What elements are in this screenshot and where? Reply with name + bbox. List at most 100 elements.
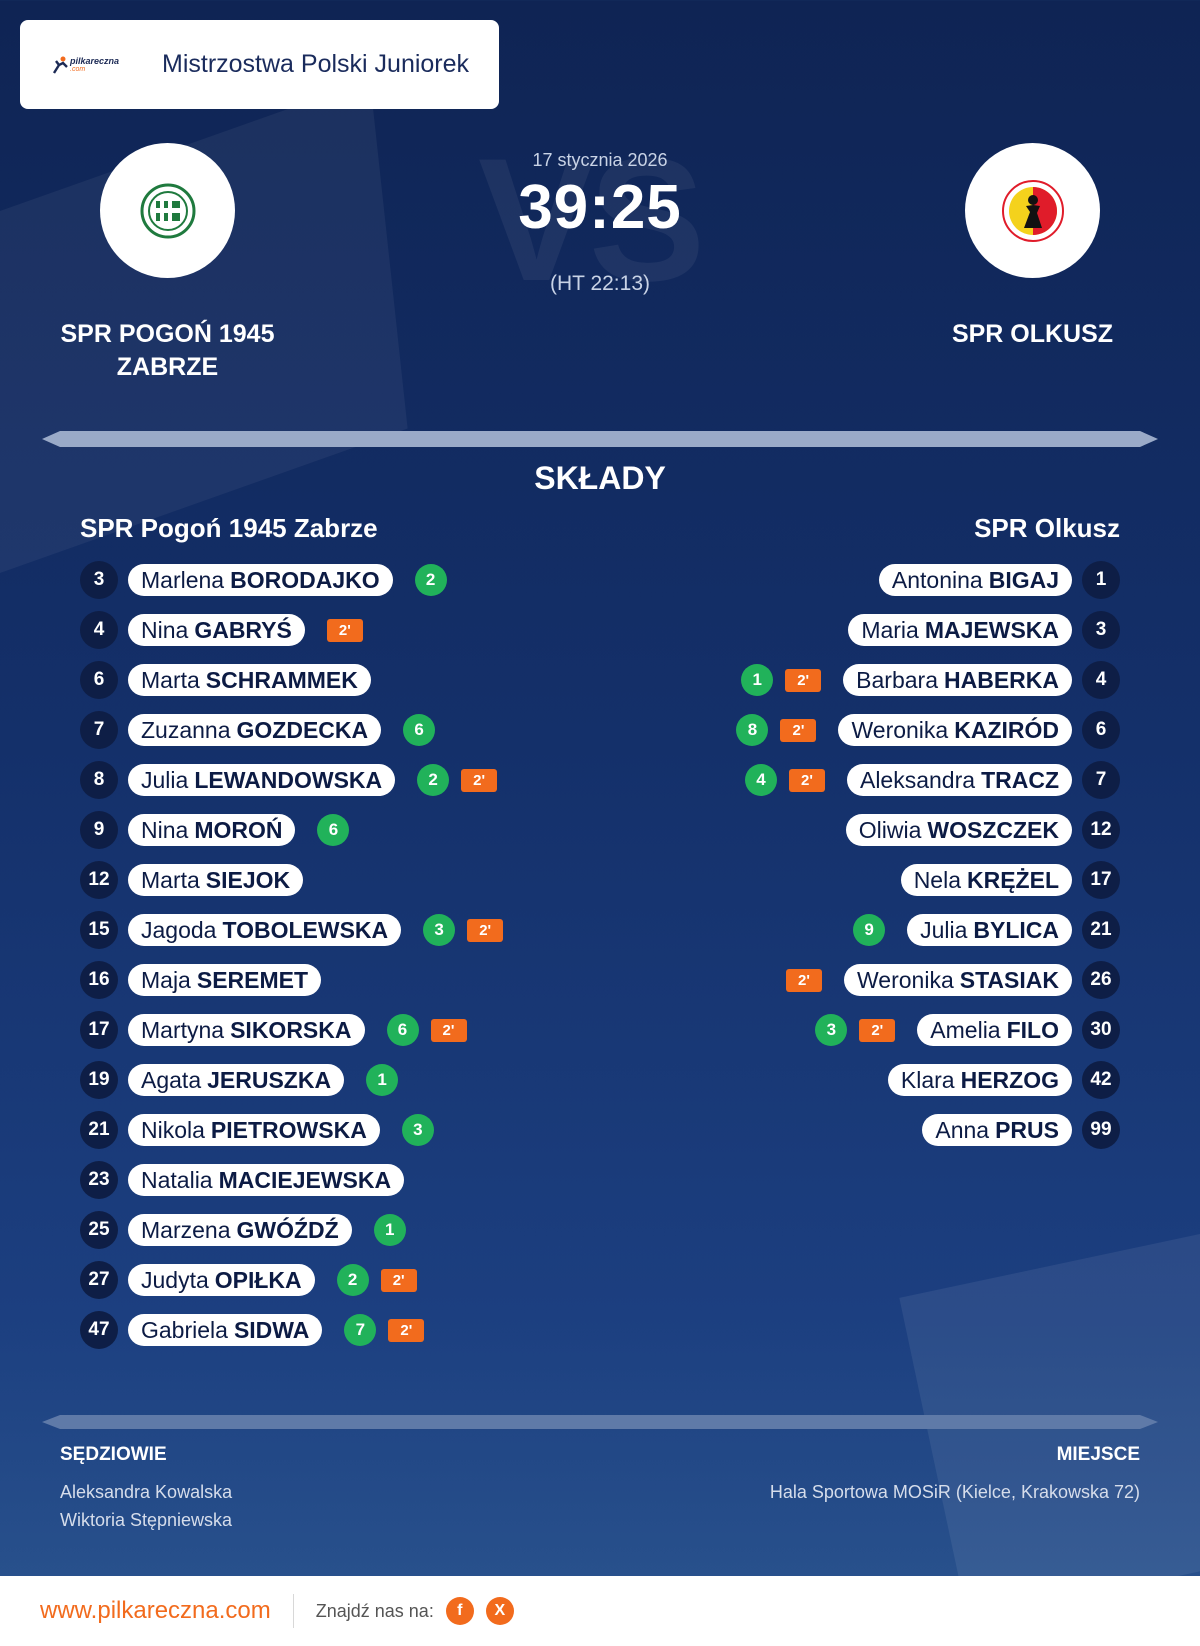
away-team-name: SPR OLKUSZ	[951, 320, 1114, 348]
player-name: Nina GABRYŚ	[128, 614, 305, 646]
suspension-badge: 2'	[785, 668, 822, 692]
competition-title: Mistrzostwa Polski Juniorek	[162, 50, 470, 78]
player-number: 8	[80, 761, 118, 799]
player-last-name: JERUSZKA	[207, 1066, 332, 1093]
player-row: 15 Jagoda TOBOLEWSKA 3 2'	[80, 905, 640, 955]
player-number: 4	[1082, 661, 1120, 699]
player-last-name: MOROŃ	[194, 816, 283, 843]
player-last-name: SCHRAMMEK	[205, 666, 358, 693]
player-row: 27 Judyta OPIŁKA 2 2'	[80, 1255, 640, 1305]
referee-name: Aleksandra Kowalska	[60, 1482, 233, 1502]
player-row: 12 Marta SIEJOK	[80, 855, 640, 905]
player-name: Nela KRĘŻEL	[900, 864, 1072, 896]
suspension-badge: 2'	[388, 1318, 425, 1342]
player-name: Nina MOROŃ	[128, 814, 296, 846]
player-last-name: LEWANDOWSKA	[194, 766, 383, 793]
player-row: 7 Zuzanna GOZDECKA 6	[80, 705, 640, 755]
player-number: 16	[80, 961, 118, 999]
venue-heading: MIEJSCE	[1056, 1444, 1140, 1465]
player-number: 19	[80, 1061, 118, 1099]
venue-block: MIEJSCE Hala Sportowa MOSiR (Kielce, Kra…	[770, 1444, 1140, 1506]
suspension-badge: 2'	[430, 1018, 467, 1042]
player-first-name: Nina	[141, 816, 189, 843]
player-first-name: Marzena	[141, 1216, 231, 1243]
goals-badge: 6	[386, 1014, 419, 1046]
player-row: 19 Agata JERUSZKA 1	[80, 1055, 640, 1105]
player-name: Julia LEWANDOWSKA	[128, 764, 396, 796]
player-name: Marta SIEJOK	[128, 864, 304, 896]
player-number: 21	[1082, 911, 1120, 949]
player-last-name: GOZDECKA	[236, 716, 369, 743]
website-link[interactable]: www.pilkareczna.com	[40, 1597, 271, 1624]
player-last-name: HABERKA	[944, 666, 1059, 693]
player-last-name: KAZIRÓD	[954, 716, 1059, 743]
player-first-name: Natalia	[141, 1166, 213, 1193]
player-last-name: OPIŁKA	[214, 1266, 302, 1293]
logo-subtext: .com	[70, 65, 86, 73]
player-number: 7	[80, 711, 118, 749]
player-number: 17	[1082, 861, 1120, 899]
player-name: Antonina BIGAJ	[878, 564, 1072, 596]
player-first-name: Agata	[141, 1066, 202, 1093]
player-last-name: PIETROWSKA	[210, 1116, 367, 1143]
player-last-name: GABRYŚ	[194, 616, 292, 643]
player-name: Marta SCHRAMMEK	[128, 664, 371, 696]
player-number: 15	[80, 911, 118, 949]
player-number: 25	[80, 1211, 118, 1249]
player-name: Natalia MACIEJEWSKA	[128, 1164, 405, 1196]
section-divider	[42, 431, 1158, 447]
player-row: 9 Julia BYLICA 21	[600, 905, 1120, 955]
facebook-icon[interactable]: f	[445, 1597, 474, 1625]
player-first-name: Judyta	[141, 1266, 209, 1293]
player-row: 4 Nina GABRYŚ 2'	[80, 605, 640, 655]
referees-block: SĘDZIOWIE Aleksandra Kowalska Wiktoria S…	[60, 1444, 232, 1534]
goals-badge: 2	[336, 1264, 369, 1296]
player-row: 4 2' Aleksandra TRACZ 7	[600, 755, 1120, 805]
player-number: 26	[1082, 961, 1120, 999]
player-first-name: Aleksandra	[859, 766, 976, 793]
player-row: Klara HERZOG 42	[600, 1055, 1120, 1105]
player-row: 17 Martyna SIKORSKA 6 2'	[80, 1005, 640, 1055]
player-name: Barbara HABERKA	[843, 664, 1072, 696]
goals-badge: 6	[317, 814, 350, 846]
player-row: 21 Nikola PIETROWSKA 3	[80, 1105, 640, 1155]
player-number: 42	[1082, 1061, 1120, 1099]
x-icon[interactable]: X	[485, 1597, 514, 1625]
logo-text: pilkareczna	[70, 55, 120, 66]
player-row: 16 Maja SEREMET	[80, 955, 640, 1005]
player-first-name: Nikola	[141, 1116, 205, 1143]
olkusz-crest-icon	[1001, 179, 1064, 242]
goals-badge: 6	[403, 714, 436, 746]
player-first-name: Marlena	[141, 566, 225, 593]
player-row: 1 2' Barbara HABERKA 4	[600, 655, 1120, 705]
player-number: 9	[80, 811, 118, 849]
pilkareczna-logo[interactable]: pilkareczna .com	[50, 55, 140, 75]
player-first-name: Nina	[141, 616, 189, 643]
player-row: 2' Weronika STASIAK 26	[600, 955, 1120, 1005]
player-name: Maja SEREMET	[128, 964, 322, 996]
player-last-name: SIDWA	[233, 1316, 310, 1343]
player-last-name: KRĘŻEL	[967, 866, 1059, 893]
player-name: Marzena GWÓŹDŹ	[128, 1214, 352, 1246]
footer: www.pilkareczna.com Znajdź nas na: f X	[0, 1576, 1200, 1646]
player-name: Nikola PIETROWSKA	[128, 1114, 380, 1146]
referee-name: Wiktoria Stępniewska	[60, 1510, 233, 1530]
suspension-badge: 2'	[786, 968, 823, 992]
player-last-name: BIGAJ	[988, 566, 1059, 593]
suspension-badge: 2'	[788, 768, 825, 792]
venue-name: Hala Sportowa MOSiR (Kielce, Krakowska 7…	[769, 1482, 1140, 1502]
goals-badge: 3	[401, 1114, 434, 1146]
player-last-name: SIEJOK	[205, 866, 291, 893]
player-last-name: PRUS	[995, 1116, 1059, 1143]
player-row: Maria MAJEWSKA 3	[600, 605, 1120, 655]
player-name: Klara HERZOG	[887, 1064, 1072, 1096]
home-team-logo	[100, 143, 235, 278]
competition-header: pilkareczna .com Mistrzostwa Polski Juni…	[20, 20, 499, 109]
player-last-name: BORODAJKO	[230, 566, 380, 593]
player-name: Weronika KAZIRÓD	[838, 714, 1072, 746]
player-row: 3 Marlena BORODAJKO 2	[80, 555, 640, 605]
player-name: Marlena BORODAJKO	[128, 564, 393, 596]
player-name: Jagoda TOBOLEWSKA	[128, 914, 402, 946]
player-last-name: STASIAK	[959, 966, 1059, 993]
player-row: 47 Gabriela SIDWA 7 2'	[80, 1305, 640, 1355]
